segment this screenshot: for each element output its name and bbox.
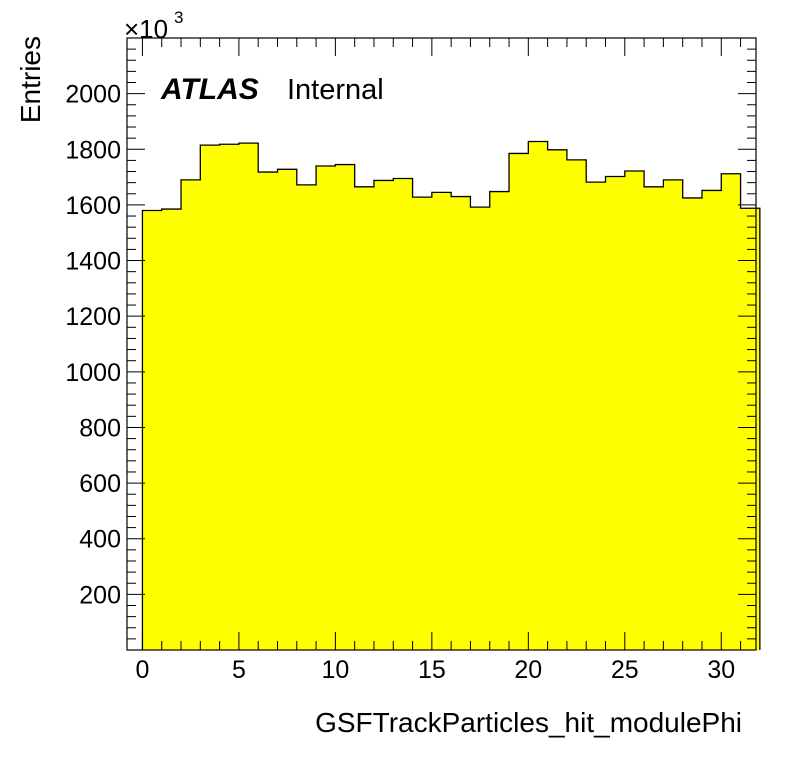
histogram-outline: [141, 140, 761, 650]
y-tick-label: 2000: [65, 81, 121, 109]
histogram-bin: [277, 169, 298, 650]
axis-ticks: [127, 37, 756, 650]
histogram-bin: [142, 210, 163, 651]
tick-labels: 0 5 10 15 20 25 30 200 400 600 800 1000 1200 1400 1600…: [65, 81, 735, 684]
y-multiplier: ×10: [124, 14, 168, 44]
histogram-bin: [296, 184, 317, 650]
y-tick-label: 1400: [65, 248, 121, 276]
x-tick-label: 5: [232, 656, 246, 684]
histogram-bin: [161, 209, 182, 650]
histogram-bin: [586, 182, 607, 650]
histogram-bin: [451, 196, 471, 650]
histogram-bin: [644, 186, 664, 650]
x-tick-label: 15: [418, 656, 446, 684]
y-tick-label: 200: [79, 581, 121, 609]
histogram-bin: [316, 165, 336, 651]
histogram-bin: [624, 170, 645, 651]
histogram-bin: [740, 208, 761, 651]
histogram-bin: [663, 179, 684, 650]
histogram-bin: [470, 207, 491, 650]
histogram-bin: [489, 191, 510, 650]
y-tick-label: 800: [79, 414, 121, 442]
histogram-bin: [605, 176, 626, 650]
histogram-bin: [200, 145, 221, 650]
y-tick-label: 600: [79, 470, 121, 498]
histogram-bin: [431, 192, 452, 650]
histogram-bin: [509, 153, 529, 651]
x-axis-title: GSFTrackParticles_hit_modulePhi: [315, 707, 742, 738]
histogram-bin: [701, 190, 722, 650]
x-tick-label: 20: [514, 656, 542, 684]
histogram-bin: [412, 197, 433, 650]
histogram-bin: [373, 180, 394, 651]
histogram-bin: [219, 144, 240, 651]
histogram-bin: [547, 149, 568, 650]
y-tick-label: 1200: [65, 303, 121, 331]
histogram-bin: [721, 173, 742, 650]
histogram-bin: [354, 186, 375, 650]
atlas-label: ATLAS: [160, 73, 259, 106]
histogram-bin: [238, 143, 259, 651]
x-tick-label: 30: [707, 656, 735, 684]
y-axis-title: Entries: [15, 36, 46, 123]
histogram-bin: [528, 141, 549, 650]
histogram-bin: [335, 164, 356, 650]
y-tick-label: 1800: [65, 136, 121, 164]
histogram-bin: [181, 179, 201, 650]
plot-frame: [126, 37, 757, 651]
histogram-bin: [258, 172, 278, 651]
histogram-bin: [393, 178, 414, 650]
x-tick-label: 25: [611, 656, 639, 684]
x-tick-label: 0: [135, 656, 149, 684]
y-multiplier-exponent: 3: [174, 8, 183, 27]
histogram-bin: [566, 159, 587, 651]
x-tick-label: 10: [321, 656, 349, 684]
y-tick-label: 1600: [65, 192, 121, 220]
histogram-bin: [682, 197, 703, 651]
histogram-bars: [142, 141, 761, 651]
internal-label: Internal: [287, 74, 384, 106]
y-tick-label: 400: [79, 526, 121, 554]
y-tick-label: 1000: [65, 359, 121, 387]
